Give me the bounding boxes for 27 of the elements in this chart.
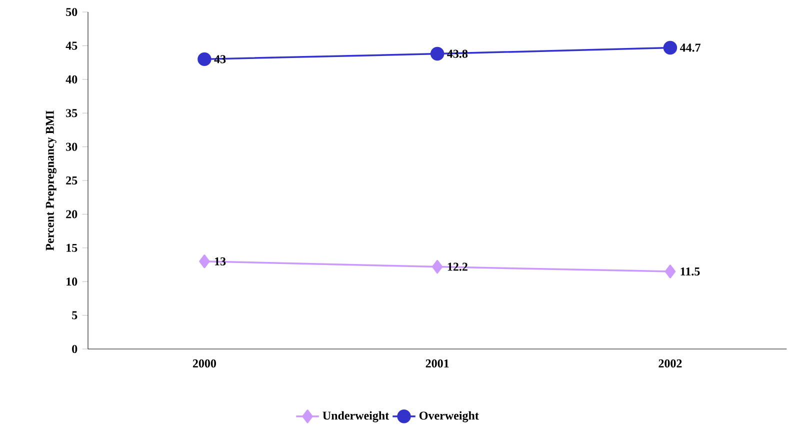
- y-tick-label: 45: [66, 42, 78, 50]
- y-axis-title: Percent Prepregnancy BMI: [46, 110, 56, 251]
- y-tick-label: 35: [66, 109, 78, 118]
- data-label: 13: [215, 257, 226, 266]
- y-tick-label: 40: [66, 75, 78, 84]
- y-tick-label: 5: [72, 311, 78, 320]
- point: [432, 260, 443, 274]
- x-tick-label: 2000: [192, 359, 216, 368]
- point: [430, 46, 444, 61]
- y-tick-label: 20: [66, 210, 78, 218]
- legend-label: Underweight: [322, 411, 390, 422]
- y-tick-label: 15: [66, 244, 78, 252]
- x-tick-label: 2002: [658, 359, 682, 368]
- y-tick-label: 0: [72, 344, 78, 354]
- point: [663, 40, 678, 55]
- data-label: 11.5: [680, 267, 700, 276]
- y-tick-label: 25: [66, 176, 78, 185]
- point: [664, 264, 676, 278]
- legend-label: Overweight: [420, 411, 479, 422]
- point: [198, 52, 212, 66]
- point: [199, 254, 210, 268]
- x-tick-label: 2001: [426, 359, 449, 368]
- y-tick-label: 50: [66, 8, 78, 16]
- y-tick-label: 10: [66, 278, 78, 286]
- data-label: 12.2: [448, 262, 468, 271]
- data-label: 44.7: [680, 44, 701, 52]
- y-tick-label: 30: [66, 142, 78, 151]
